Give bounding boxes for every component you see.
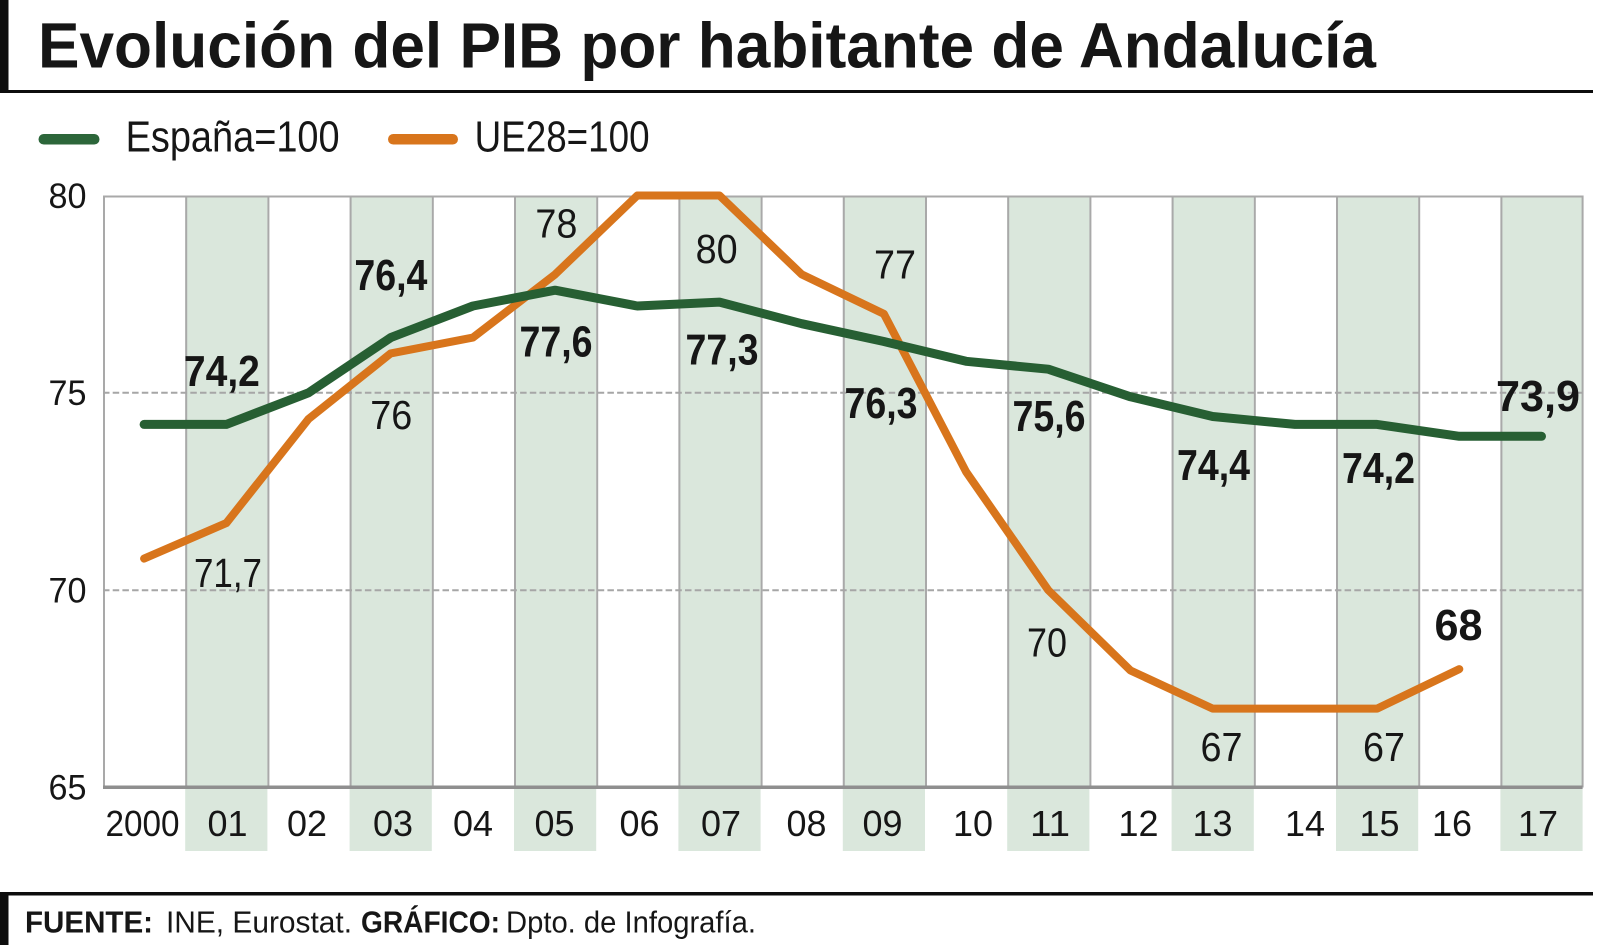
svg-text:07: 07 <box>701 803 741 844</box>
svg-text:75,6: 75,6 <box>1013 392 1086 441</box>
svg-text:14: 14 <box>1285 803 1325 844</box>
svg-text:04: 04 <box>453 803 493 844</box>
svg-text:80: 80 <box>696 226 738 272</box>
svg-text:77,6: 77,6 <box>520 317 593 366</box>
svg-text:68: 68 <box>1435 601 1483 650</box>
svg-text:UE28=100: UE28=100 <box>475 113 650 162</box>
svg-text:67: 67 <box>1363 724 1405 770</box>
svg-text:71,7: 71,7 <box>194 550 262 596</box>
svg-text:78: 78 <box>535 200 577 246</box>
svg-text:13: 13 <box>1193 803 1233 844</box>
svg-text:74,2: 74,2 <box>1342 444 1415 493</box>
svg-text:02: 02 <box>287 803 327 844</box>
svg-text:74,2: 74,2 <box>184 347 260 396</box>
svg-text:03: 03 <box>373 803 413 844</box>
svg-text:17: 17 <box>1518 803 1558 844</box>
svg-text:16: 16 <box>1432 803 1472 844</box>
svg-text:80: 80 <box>49 177 87 216</box>
svg-text:67: 67 <box>1201 724 1243 770</box>
svg-text:65: 65 <box>49 769 87 808</box>
svg-text:75: 75 <box>49 374 87 413</box>
svg-text:06: 06 <box>620 803 660 844</box>
svg-text:77,3: 77,3 <box>686 326 759 375</box>
svg-text:09: 09 <box>863 803 903 844</box>
svg-text:70: 70 <box>1027 620 1067 666</box>
svg-text:11: 11 <box>1030 803 1070 844</box>
svg-text:2000: 2000 <box>106 803 180 844</box>
svg-text:73,9: 73,9 <box>1496 372 1580 421</box>
svg-text:01: 01 <box>208 803 248 844</box>
svg-text:74,4: 74,4 <box>1177 441 1250 490</box>
svg-text:INE, Eurostat.: INE, Eurostat. <box>166 904 352 939</box>
svg-text:FUENTE:: FUENTE: <box>25 904 153 939</box>
svg-text:España=100: España=100 <box>126 113 340 162</box>
svg-text:Dpto. de Infografía.: Dpto. de Infografía. <box>506 904 756 939</box>
svg-text:76,3: 76,3 <box>845 379 918 428</box>
svg-text:08: 08 <box>787 803 827 844</box>
svg-text:GRÁFICO:: GRÁFICO: <box>361 904 500 939</box>
svg-text:76: 76 <box>370 392 412 438</box>
svg-text:76,4: 76,4 <box>354 251 427 300</box>
svg-text:70: 70 <box>49 571 87 610</box>
svg-text:12: 12 <box>1119 803 1159 844</box>
svg-text:10: 10 <box>953 803 993 844</box>
svg-text:77: 77 <box>874 242 916 288</box>
svg-text:05: 05 <box>535 803 575 844</box>
svg-text:Evolución del PIB por habitant: Evolución del PIB por habitante de Andal… <box>38 10 1376 82</box>
svg-text:15: 15 <box>1360 803 1400 844</box>
